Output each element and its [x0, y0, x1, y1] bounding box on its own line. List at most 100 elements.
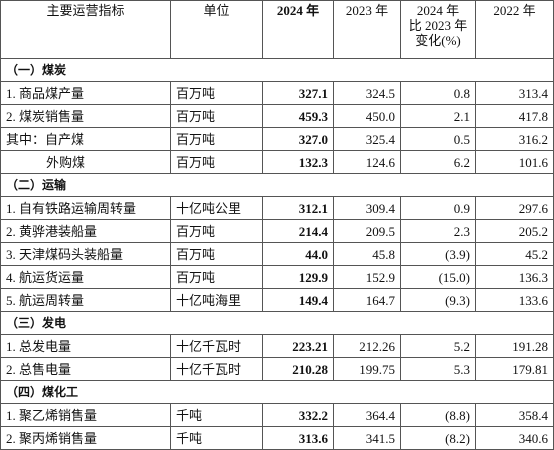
indicator: 2. 煤炭销售量: [0, 104, 171, 128]
value-cell: 6.2: [400, 150, 476, 174]
value-cell: 209.5: [333, 219, 401, 243]
value-cell: 327.0: [262, 127, 334, 151]
value-cell: 340.6: [475, 426, 554, 450]
value-cell: 297.6: [475, 196, 554, 220]
value-cell: 312.1: [262, 196, 334, 220]
unit: 千吨: [170, 426, 263, 450]
value-cell: 132.3: [262, 150, 334, 174]
indicator: 2. 总售电量: [0, 357, 171, 381]
value-cell: 214.4: [262, 219, 334, 243]
value-cell: 0.9: [400, 196, 476, 220]
header-line: 比 2023 年: [408, 18, 468, 33]
value-cell: (8.2): [400, 426, 476, 450]
section-row: （二）运输: [0, 173, 554, 197]
data-row: 4. 航运货运量 百万吨 129.9 152.9 (15.0) 136.3: [0, 265, 554, 289]
section-title: （三）发电: [0, 311, 554, 335]
data-row: 1. 聚乙烯销售量 千吨 332.2 364.4 (8.8) 358.4: [0, 403, 554, 427]
unit: 百万吨: [170, 127, 263, 151]
indicator: 2. 黄骅港装船量: [0, 219, 171, 243]
header-cell: 2022 年: [475, 0, 554, 59]
value-cell: 205.2: [475, 219, 554, 243]
value-cell: 45.2: [475, 242, 554, 266]
indicator: 1. 聚乙烯销售量: [0, 403, 171, 427]
header-cell: 2024 年比 2023 年变化(%): [400, 0, 476, 59]
header-cell: 主要运营指标: [0, 0, 171, 59]
value-cell: 136.3: [475, 265, 554, 289]
data-row: 其中：自产煤 百万吨 327.0 325.4 0.5 316.2: [0, 127, 554, 151]
data-row: 1. 总发电量 十亿千瓦时 223.21 212.26 5.2 191.28: [0, 334, 554, 358]
value-cell: 417.8: [475, 104, 554, 128]
value-cell: 313.4: [475, 81, 554, 105]
unit: 十亿千瓦时: [170, 357, 263, 381]
unit: 百万吨: [170, 104, 263, 128]
value-cell: 324.5: [333, 81, 401, 105]
value-cell: 332.2: [262, 403, 334, 427]
unit: 千吨: [170, 403, 263, 427]
table-body: （一）煤炭 1. 商品煤产量 百万吨 327.1 324.5 0.8 313.4 2. 煤炭销…: [0, 58, 554, 450]
value-cell: 459.3: [262, 104, 334, 128]
indicator: 2. 聚丙烯销售量: [0, 426, 171, 450]
value-cell: 309.4: [333, 196, 401, 220]
value-cell: 129.9: [262, 265, 334, 289]
data-row: 1. 自有铁路运输周转量 十亿吨公里 312.1 309.4 0.9 297.6: [0, 196, 554, 220]
section-title: （一）煤炭: [0, 58, 554, 82]
unit: 百万吨: [170, 81, 263, 105]
value-cell: (15.0): [400, 265, 476, 289]
value-cell: 0.8: [400, 81, 476, 105]
data-row: 2. 黄骅港装船量 百万吨 214.4 209.5 2.3 205.2: [0, 219, 554, 243]
value-cell: 152.9: [333, 265, 401, 289]
value-cell: 358.4: [475, 403, 554, 427]
unit: 百万吨: [170, 150, 263, 174]
value-cell: 199.75: [333, 357, 401, 381]
value-cell: 313.6: [262, 426, 334, 450]
value-cell: 124.6: [333, 150, 401, 174]
value-cell: 316.2: [475, 127, 554, 151]
indicator: 其中：自产煤: [0, 127, 171, 151]
data-row: 外购煤 百万吨 132.3 124.6 6.2 101.6: [0, 150, 554, 174]
header-cell: 2023 年: [333, 0, 401, 59]
unit: 十亿吨公里: [170, 196, 263, 220]
unit: 十亿千瓦时: [170, 334, 263, 358]
unit: 百万吨: [170, 265, 263, 289]
unit: 十亿吨海里: [170, 288, 263, 312]
value-cell: 0.5: [400, 127, 476, 151]
data-row: 5. 航运周转量 十亿吨海里 149.4 164.7 (9.3) 133.6: [0, 288, 554, 312]
value-cell: 2.1: [400, 104, 476, 128]
value-cell: 191.28: [475, 334, 554, 358]
indicator: 4. 航运货运量: [0, 265, 171, 289]
section-row: （三）发电: [0, 311, 554, 335]
value-cell: 210.28: [262, 357, 334, 381]
value-cell: 5.2: [400, 334, 476, 358]
value-cell: 133.6: [475, 288, 554, 312]
value-cell: (8.8): [400, 403, 476, 427]
value-cell: 149.4: [262, 288, 334, 312]
value-cell: 223.21: [262, 334, 334, 358]
data-row: 2. 总售电量 十亿千瓦时 210.28 199.75 5.3 179.81: [0, 357, 554, 381]
value-cell: 325.4: [333, 127, 401, 151]
indicator: 外购煤: [0, 150, 171, 174]
value-cell: 2.3: [400, 219, 476, 243]
header-cell: 2024 年: [262, 0, 334, 59]
section-title: （四）煤化工: [0, 380, 554, 404]
header-line: 变化(%): [415, 33, 461, 48]
value-cell: 179.81: [475, 357, 554, 381]
value-cell: 327.1: [262, 81, 334, 105]
value-cell: 44.0: [262, 242, 334, 266]
header-row: 主要运营指标 单位 2024 年 2023 年 2024 年比 2023 年变化(%) 2…: [0, 0, 554, 59]
indicator: 5. 航运周转量: [0, 288, 171, 312]
value-cell: 164.7: [333, 288, 401, 312]
data-row: 1. 商品煤产量 百万吨 327.1 324.5 0.8 313.4: [0, 81, 554, 105]
section-row: （四）煤化工: [0, 380, 554, 404]
unit: 百万吨: [170, 219, 263, 243]
indicator: 3. 天津煤码头装船量: [0, 242, 171, 266]
header-line: 2024 年: [416, 3, 460, 18]
indicator: 1. 商品煤产量: [0, 81, 171, 105]
value-cell: 45.8: [333, 242, 401, 266]
indicator: 1. 自有铁路运输周转量: [0, 196, 171, 220]
section-row: （一）煤炭: [0, 58, 554, 82]
data-row: 2. 煤炭销售量 百万吨 459.3 450.0 2.1 417.8: [0, 104, 554, 128]
section-title: （二）运输: [0, 173, 554, 197]
value-cell: 101.6: [475, 150, 554, 174]
